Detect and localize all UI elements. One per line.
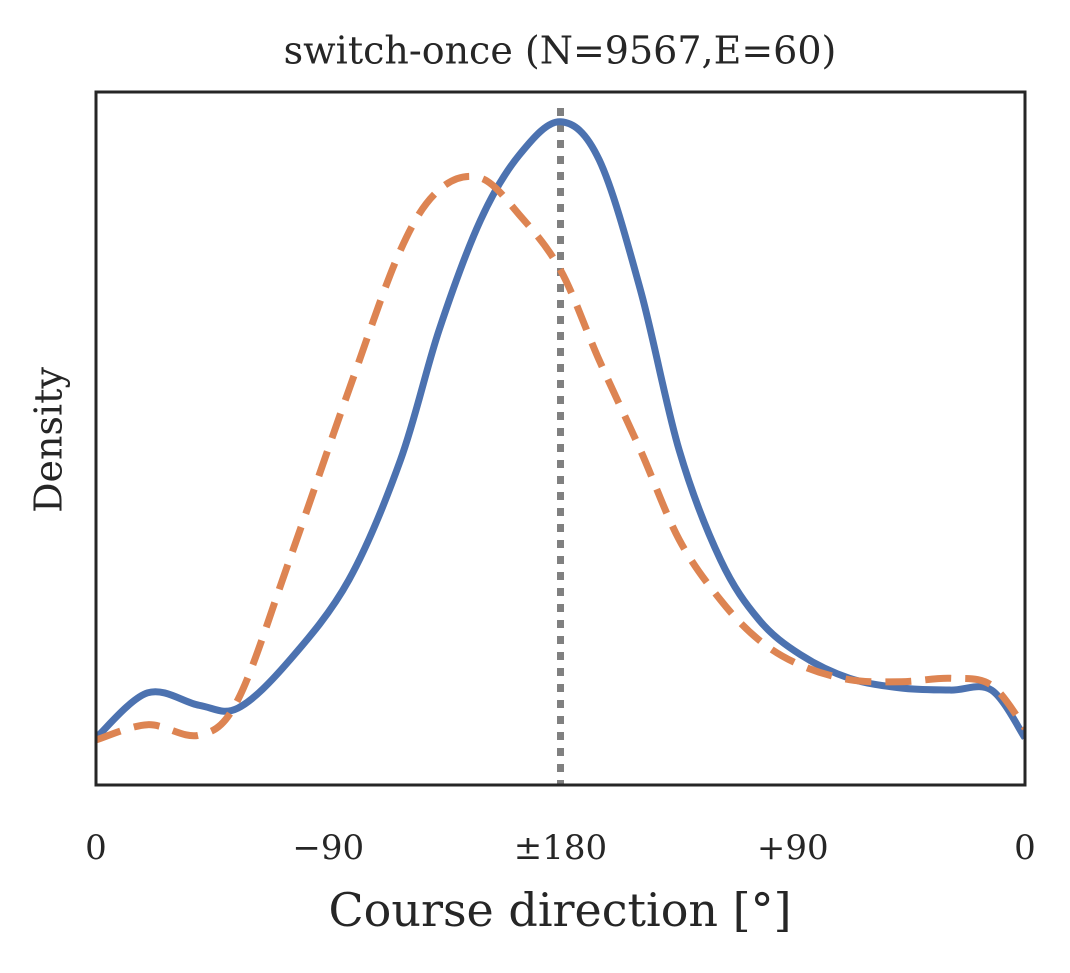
x-tick-label: 0 (1014, 828, 1036, 868)
line-series (96, 172, 1025, 744)
chart-title: switch-once (N=9567,E=60) (284, 29, 837, 73)
x-tick-label: +90 (757, 828, 829, 868)
x-axis-label: Course direction [°] (328, 883, 791, 937)
x-tick-label: 0 (85, 828, 107, 868)
plot-frame (94, 90, 1027, 787)
y-axis-label: Density (27, 367, 71, 513)
x-tick-label: −90 (292, 828, 364, 868)
x-tick-label: ±180 (514, 828, 607, 868)
